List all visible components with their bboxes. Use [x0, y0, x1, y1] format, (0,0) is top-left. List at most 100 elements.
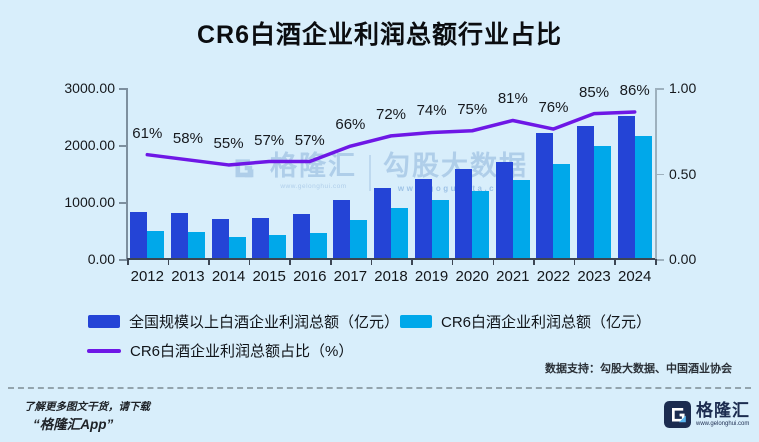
bar-national	[252, 217, 270, 259]
bar-cr6	[269, 235, 287, 259]
bar-national	[292, 213, 310, 259]
brand-logo-text-col: 格隆汇 www.gelonghui.com	[696, 402, 750, 427]
bar-national	[170, 213, 188, 259]
x-axis-tick	[370, 259, 373, 265]
left-axis-tick	[119, 145, 127, 147]
year-label: 2016	[293, 268, 327, 285]
x-axis-tick	[167, 259, 170, 265]
left-axis-tick-label: 0.00	[87, 251, 115, 267]
watermark-brand-name: 格隆汇	[270, 151, 357, 181]
x-axis-tick	[451, 259, 454, 265]
legend-label-national: 全国规模以上白酒企业利润总额（亿元）	[129, 314, 400, 331]
bar-national	[455, 168, 473, 259]
watermark-brand-col: 格隆汇 www.gelonghui.com	[270, 153, 357, 191]
bar-cr6	[431, 199, 449, 259]
watermark-brand-g-icon	[235, 159, 254, 178]
right-axis-tick	[656, 88, 664, 90]
chart-title: CR6白酒企业利润总额行业占比	[196, 21, 562, 49]
left-axis-tick	[119, 88, 127, 90]
dashed-divider	[8, 387, 751, 389]
brand-logo-url: www.gelonghui.com	[696, 421, 750, 427]
bar-cr6	[391, 207, 408, 259]
bar-cr6	[472, 191, 490, 259]
share-pct-label: 81%	[497, 90, 528, 108]
left-axis-tick-label: 3000.00	[64, 80, 115, 96]
year-label: 2021	[496, 268, 530, 285]
right-axis-tick	[656, 173, 664, 175]
legend-item-share: CR6白酒企业利润总额占比（%）	[87, 340, 353, 361]
x-axis-tick	[208, 259, 210, 265]
bar-national	[495, 161, 513, 259]
watermark-brand-url: www.gelonghui.com	[280, 183, 347, 190]
bar-cr6	[350, 220, 368, 259]
legend-label-cr6: CR6白酒企业利润总额（亿元）	[441, 314, 652, 331]
year-label: 2013	[171, 268, 205, 285]
x-axis-tick	[655, 259, 657, 265]
source-note: 数据支持：勾股大数据、中国酒业协会	[545, 363, 732, 375]
bar-cr6	[594, 146, 612, 259]
right-axis-tick-label: 0.50	[669, 165, 697, 182]
watermark-divider	[369, 155, 371, 191]
bar-cr6	[634, 135, 652, 259]
right-axis-tick-label: 1.00	[669, 80, 697, 96]
year-label: 2020	[455, 268, 489, 285]
footer-promo-line2: “格隆汇App”	[33, 417, 114, 432]
legend-swatch-share-line	[87, 348, 121, 353]
bar-cr6	[553, 163, 571, 259]
year-label: 2022	[536, 268, 571, 285]
left-axis-line	[126, 88, 128, 259]
year-label: 2023	[577, 268, 611, 285]
bar-national	[374, 187, 391, 259]
legend-label-share: CR6白酒企业利润总额占比（%）	[130, 343, 354, 360]
bar-cr6	[147, 230, 165, 259]
year-label: 2017	[333, 268, 368, 285]
x-axis-tick	[614, 259, 616, 265]
year-label: 2018	[374, 268, 408, 285]
x-axis-tick	[289, 259, 291, 265]
bar-national	[211, 219, 229, 259]
bar-national	[536, 133, 554, 259]
share-pct-label: 57%	[294, 131, 325, 149]
bar-cr6	[512, 180, 530, 259]
share-pct-label: 76%	[538, 99, 569, 117]
x-axis-tick	[411, 259, 413, 265]
legend-swatch-national	[88, 315, 120, 328]
bar-cr6	[228, 237, 246, 259]
brand-logo-g-icon	[664, 401, 691, 428]
x-axis-tick	[248, 259, 251, 265]
x-axis-line	[127, 258, 655, 260]
x-axis-tick	[573, 259, 576, 265]
bar-cr6	[187, 232, 205, 259]
year-label: 2015	[252, 268, 286, 285]
bar-national	[130, 212, 148, 259]
right-axis-line	[655, 88, 657, 259]
share-pct-label: 86%	[619, 81, 650, 99]
share-pct-label: 85%	[579, 83, 610, 101]
x-axis-tick	[533, 259, 535, 265]
brand-logo: 格隆汇 www.gelonghui.com	[664, 401, 750, 428]
legend-item-national: 全国规模以上白酒企业利润总额（亿元）	[88, 311, 399, 332]
bar-national	[577, 126, 595, 259]
bar-national	[333, 200, 351, 259]
bar-national	[414, 178, 432, 259]
footer-promo-line1: 了解更多图文干货，请下载	[24, 401, 150, 413]
right-axis-tick-label: 0.00	[669, 251, 697, 267]
left-axis-tick	[119, 202, 127, 204]
bar-cr6	[309, 233, 327, 259]
right-axis-tick	[656, 259, 664, 261]
bar-national	[617, 115, 635, 259]
year-label: 2024	[617, 268, 652, 285]
watermark-partner-url: www.gogudata.com	[398, 185, 513, 193]
left-axis-tick	[119, 259, 127, 261]
legend-item-cr6: CR6白酒企业利润总额（亿元）	[400, 311, 651, 332]
x-axis-tick	[127, 259, 129, 265]
left-axis-tick-label: 2000.00	[64, 137, 115, 153]
year-label: 2014	[211, 268, 246, 285]
year-label: 2012	[130, 268, 164, 285]
x-axis-tick	[492, 259, 495, 265]
left-axis-tick-label: 1000.00	[64, 194, 115, 210]
brand-logo-name: 格隆汇	[696, 401, 750, 420]
x-axis-tick	[330, 259, 332, 265]
legend-swatch-cr6	[400, 315, 432, 328]
